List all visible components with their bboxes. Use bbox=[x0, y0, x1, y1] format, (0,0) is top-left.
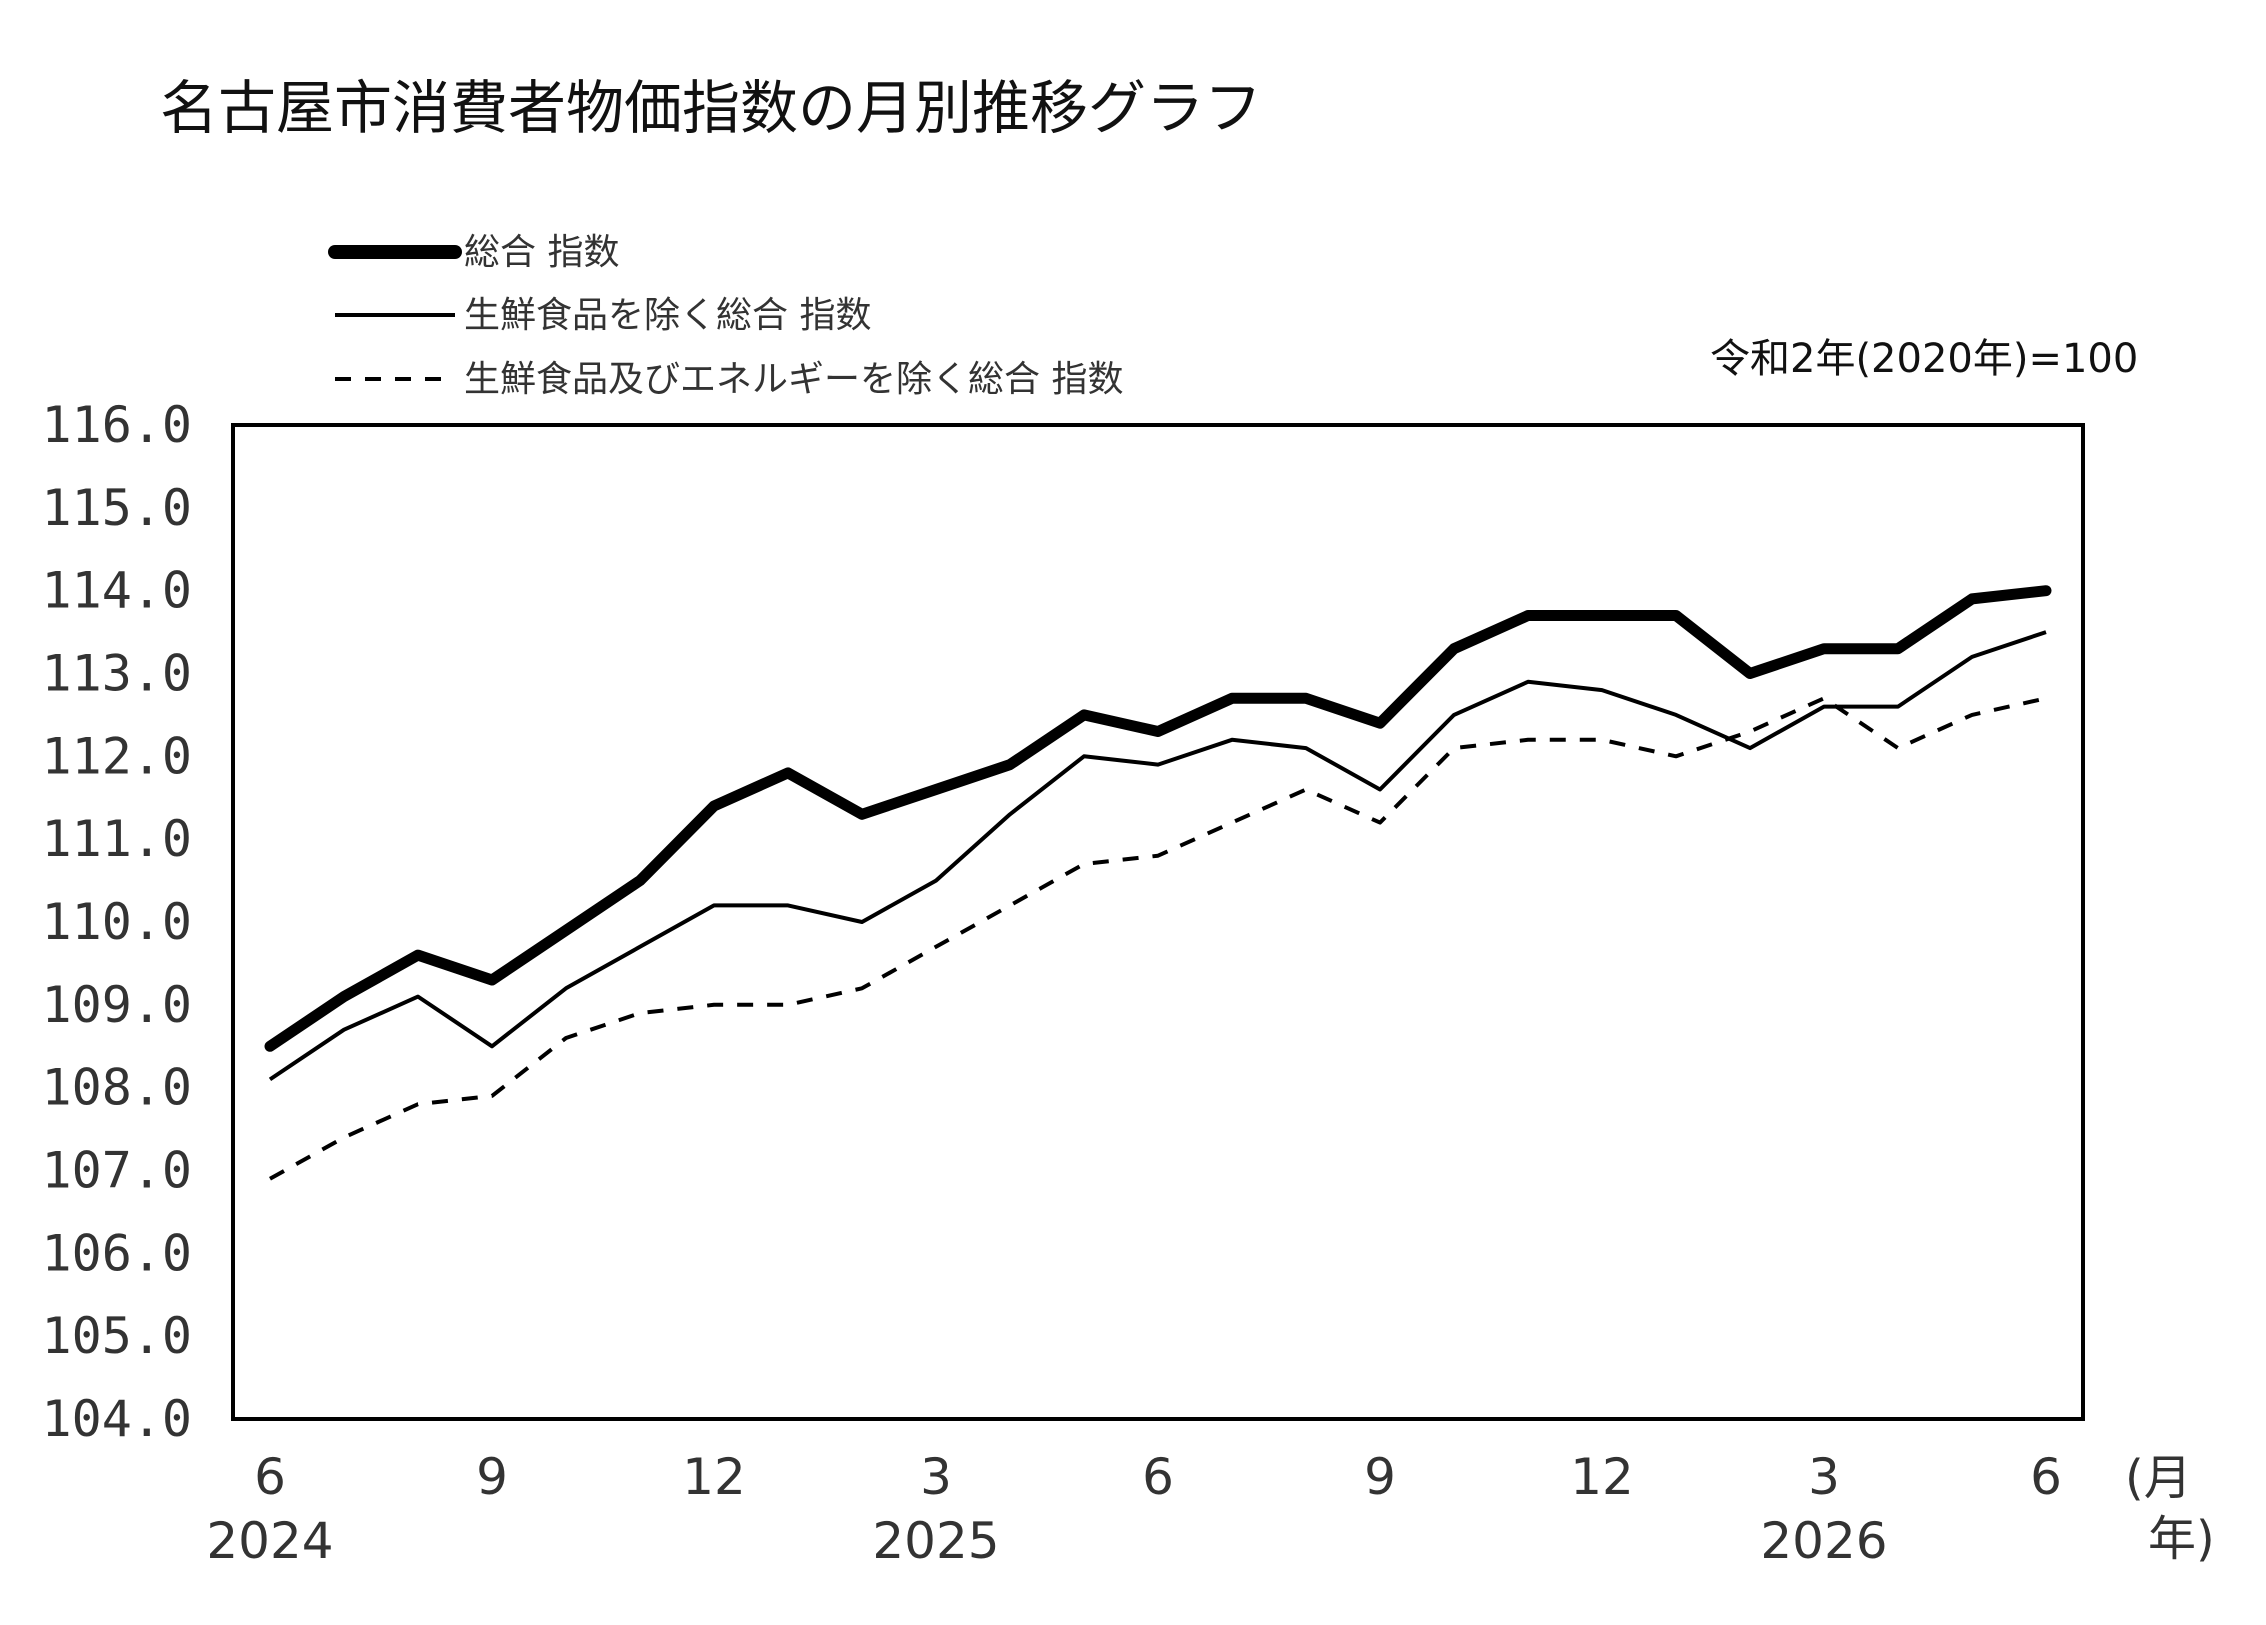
series-lines bbox=[264, 585, 2052, 1181]
x-tick-label: 12 bbox=[1570, 1448, 1634, 1506]
x-tick-label: 6 bbox=[2030, 1448, 2062, 1506]
x-unit-month: (月 bbox=[2125, 1450, 2192, 1506]
data-point-corecore bbox=[1747, 728, 1753, 734]
x-tick-label: 12 bbox=[682, 1448, 746, 1506]
y-tick-label: 115.0 bbox=[41, 479, 192, 537]
data-point-corecore bbox=[1451, 745, 1457, 751]
y-tick-label: 109.0 bbox=[41, 976, 192, 1034]
x-tick-label: 3 bbox=[1808, 1448, 1840, 1506]
legend-label-corecore: 生鮮食品及びエネルギーを除く総合 指数 bbox=[464, 359, 1123, 400]
y-tick-label: 104.0 bbox=[41, 1390, 192, 1448]
x-year-label: 2026 bbox=[1760, 1512, 1887, 1570]
y-tick-label: 106.0 bbox=[41, 1224, 192, 1282]
y-tick-label: 113.0 bbox=[41, 645, 192, 703]
legend-label-total: 総合 指数 bbox=[464, 232, 619, 273]
series-line-core bbox=[268, 630, 2047, 1082]
y-tick-label: 116.0 bbox=[41, 396, 192, 454]
y-tick-label: 107.0 bbox=[41, 1142, 192, 1200]
x-axis: 6 9 12 3 6 9 12 3 6 2024 2025 2026 bbox=[206, 1448, 2062, 1570]
data-point-corecore bbox=[637, 1010, 643, 1016]
x-tick-label: 9 bbox=[1364, 1448, 1396, 1506]
data-point-corecore bbox=[1007, 902, 1013, 908]
data-point-corecore bbox=[2043, 695, 2049, 701]
data-point-corecore bbox=[1599, 737, 1605, 743]
y-axis: 116.0 115.0 114.0 113.0 112.0 111.0 110.0 109.0… bbox=[41, 396, 192, 1448]
data-point-corecore bbox=[1081, 861, 1087, 867]
y-tick-label: 111.0 bbox=[41, 810, 192, 868]
x-tick-label: 6 bbox=[254, 1448, 286, 1506]
series-line-corecore bbox=[269, 696, 2047, 1181]
x-year-label: 2025 bbox=[872, 1512, 999, 1570]
legend: 総合 指数 生鮮食品を除く総合 指数 生鮮食品及びエネルギーを除く総合 指数 bbox=[328, 232, 1123, 400]
chart-title: 名古屋市消費者物価指数の月別推移グラフ bbox=[160, 74, 1262, 142]
x-year-label: 2024 bbox=[206, 1512, 333, 1570]
y-tick-label: 110.0 bbox=[41, 893, 192, 951]
y-tick-label: 112.0 bbox=[41, 727, 192, 785]
data-point-corecore bbox=[785, 1002, 791, 1008]
series-line-total bbox=[264, 585, 2052, 1052]
data-point-corecore bbox=[341, 1134, 347, 1140]
y-tick-label: 105.0 bbox=[41, 1307, 192, 1365]
y-tick-label: 108.0 bbox=[41, 1059, 192, 1117]
x-tick-label: 9 bbox=[476, 1448, 508, 1506]
plot-area bbox=[231, 423, 2085, 1421]
x-tick-label: 6 bbox=[1142, 1448, 1174, 1506]
y-tick-label: 114.0 bbox=[41, 562, 192, 620]
data-point-corecore bbox=[1229, 820, 1235, 826]
x-tick-label: 3 bbox=[920, 1448, 952, 1506]
legend-label-core: 生鮮食品を除く総合 指数 bbox=[464, 295, 871, 336]
x-unit-year: 年) bbox=[2148, 1511, 2215, 1567]
base-year-note: 令和2年(2020年)=100 bbox=[1710, 336, 2138, 382]
